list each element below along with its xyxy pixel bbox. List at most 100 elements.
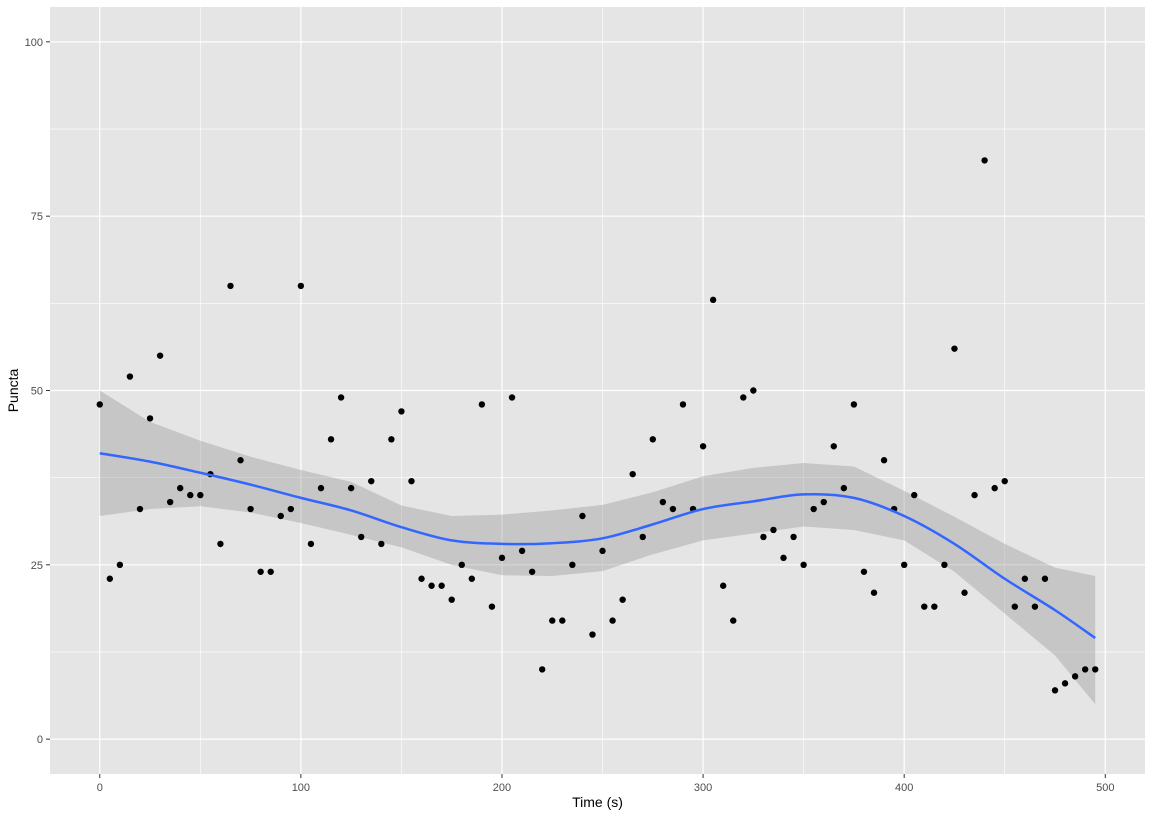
data-point <box>388 436 395 443</box>
y-tick-label: 100 <box>25 37 43 49</box>
data-point <box>408 477 415 485</box>
data-point <box>609 617 616 624</box>
data-point <box>780 554 787 562</box>
data-point <box>428 582 435 589</box>
data-point <box>649 436 656 443</box>
data-point <box>599 547 606 555</box>
data-points <box>96 157 1099 694</box>
data-point <box>227 282 234 290</box>
data-point <box>770 526 777 534</box>
data-point <box>156 352 164 359</box>
data-point <box>1092 666 1099 673</box>
data-point <box>730 617 737 624</box>
data-point <box>126 373 134 380</box>
data-point <box>981 157 988 164</box>
data-point <box>277 512 284 520</box>
data-point <box>760 533 767 541</box>
x-tick-label: 400 <box>895 782 913 794</box>
data-point <box>709 296 717 304</box>
data-point <box>508 394 516 401</box>
data-point <box>528 568 536 575</box>
data-point <box>991 484 998 492</box>
data-point <box>850 401 858 408</box>
data-point <box>317 484 325 492</box>
data-point <box>378 540 385 548</box>
data-point <box>569 561 576 569</box>
data-point <box>911 491 918 499</box>
data-point <box>961 589 968 596</box>
data-point <box>750 387 757 394</box>
x-tick-label: 100 <box>292 782 310 794</box>
data-point <box>830 443 837 450</box>
data-point <box>880 457 888 464</box>
data-point <box>1071 673 1079 680</box>
data-point <box>800 561 807 569</box>
data-point <box>619 596 626 603</box>
data-point <box>1041 575 1049 582</box>
data-point <box>96 401 103 408</box>
data-point <box>941 561 948 569</box>
data-point <box>347 484 355 492</box>
data-point <box>136 505 144 513</box>
data-point <box>177 484 184 492</box>
data-point <box>358 533 365 541</box>
y-tick-label: 25 <box>31 560 43 572</box>
data-point <box>1051 687 1059 694</box>
data-point <box>468 575 476 582</box>
data-point <box>679 401 687 408</box>
data-point <box>197 491 204 499</box>
data-point <box>438 582 445 589</box>
data-point <box>639 533 646 541</box>
data-point <box>217 540 224 548</box>
x-tick-label: 0 <box>97 782 103 794</box>
data-point <box>337 394 345 401</box>
data-point <box>247 505 254 513</box>
data-point <box>488 603 496 610</box>
data-point <box>699 443 707 450</box>
data-point <box>297 282 305 290</box>
x-tick-label: 500 <box>1096 782 1114 794</box>
data-point <box>398 408 405 415</box>
y-axis-ticks: 0 25 50 75 100 <box>25 37 50 746</box>
data-point <box>166 498 174 506</box>
data-point <box>267 568 274 575</box>
data-point <box>1081 666 1089 673</box>
data-point <box>539 666 546 673</box>
data-point <box>629 470 636 478</box>
smooth-line <box>99 452 1096 640</box>
data-point <box>669 505 677 513</box>
data-point <box>257 568 264 575</box>
data-point <box>659 498 667 506</box>
x-axis-title: Time (s) <box>572 794 623 810</box>
data-point <box>790 533 797 541</box>
data-point <box>327 436 335 443</box>
data-point <box>1031 603 1039 610</box>
data-point <box>146 415 154 422</box>
x-tick-label: 300 <box>694 782 712 794</box>
data-point <box>1001 477 1008 485</box>
data-point <box>116 561 124 569</box>
data-point <box>237 457 244 464</box>
major-gridlines <box>50 7 1145 774</box>
y-tick-label: 50 <box>31 386 43 398</box>
data-point <box>478 401 486 408</box>
data-point <box>589 631 596 638</box>
data-point <box>1021 575 1029 582</box>
data-point <box>448 596 455 603</box>
y-tick-label: 75 <box>31 211 43 223</box>
data-point <box>1011 603 1018 610</box>
data-point <box>559 617 566 624</box>
minor-gridlines <box>50 7 1145 774</box>
data-point <box>971 491 978 499</box>
data-point <box>368 477 375 485</box>
data-point <box>870 589 878 596</box>
data-point <box>860 568 868 575</box>
data-point <box>1061 680 1069 687</box>
data-point <box>307 540 315 548</box>
data-point <box>931 603 938 610</box>
y-tick-label: 0 <box>37 734 43 746</box>
data-point <box>921 603 928 610</box>
data-point <box>549 617 556 624</box>
x-tick-label: 200 <box>493 782 511 794</box>
